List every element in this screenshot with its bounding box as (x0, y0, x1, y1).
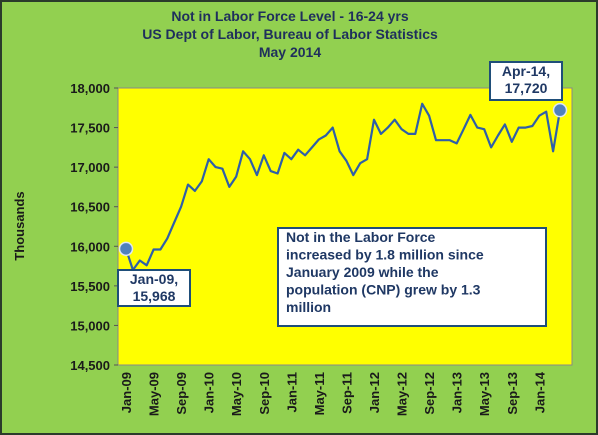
y-tick-label: 18,000 (70, 81, 110, 96)
x-tick-label: Sep-10 (257, 372, 272, 415)
x-tick-label: Sep-09 (174, 372, 189, 415)
x-tick-label: Jan-11 (284, 372, 299, 412)
x-tick-label: Jan-13 (450, 372, 465, 413)
chart-title: Not in Labor Force Level - 16-24 yrs (171, 8, 409, 24)
y-tick-label: 15,500 (70, 279, 110, 294)
y-tick-label: 16,500 (70, 200, 110, 215)
x-tick-label: May-12 (395, 372, 410, 416)
annotation-text: million (286, 299, 331, 315)
x-tick-label: Sep-12 (422, 372, 437, 415)
y-tick-label: 16,000 (70, 239, 110, 254)
x-tick-label: Jan-10 (202, 372, 217, 413)
y-tick-label: 14,500 (70, 358, 110, 373)
end-marker (552, 102, 568, 118)
annotation-box (489, 61, 563, 101)
annotation-text: increased by 1.8 million since (286, 247, 484, 263)
x-tick-label: Sep-11 (339, 372, 354, 414)
annotation-box (277, 227, 547, 327)
data-line (124, 102, 562, 272)
annotation-text: 15,968 (133, 288, 176, 304)
y-axis-label: Thousands (12, 191, 27, 260)
annotation-text: Not in the Labor Force (286, 229, 436, 245)
annotation-box (117, 269, 191, 307)
annotation-text: January 2009 while the (286, 264, 439, 280)
chart-subtitle: US Dept of Labor, Bureau of Labor Statis… (142, 26, 438, 42)
x-tick-label: May-13 (477, 372, 492, 416)
x-tick-label: Sep-13 (505, 372, 520, 415)
x-tick-label: May-09 (147, 372, 162, 416)
x-tick-label: Jan-12 (367, 372, 382, 413)
annotation-text: 17,720 (505, 80, 548, 96)
x-tick-label: May-11 (312, 372, 327, 415)
annotation-text: Apr-14, (502, 63, 550, 79)
x-tick-label: May-10 (229, 372, 244, 416)
x-tick-label: Jan-09 (119, 372, 134, 413)
x-tick-label: Jan-14 (532, 371, 547, 413)
end-marker (118, 241, 134, 257)
annotation-text: population (CNP) grew by 1.3 (286, 282, 481, 298)
annotation-text: Jan-09, (130, 271, 178, 287)
y-tick-label: 17,500 (70, 121, 110, 136)
chart-subtitle: May 2014 (259, 44, 321, 60)
y-tick-label: 17,000 (70, 160, 110, 175)
y-tick-label: 15,000 (70, 318, 110, 333)
